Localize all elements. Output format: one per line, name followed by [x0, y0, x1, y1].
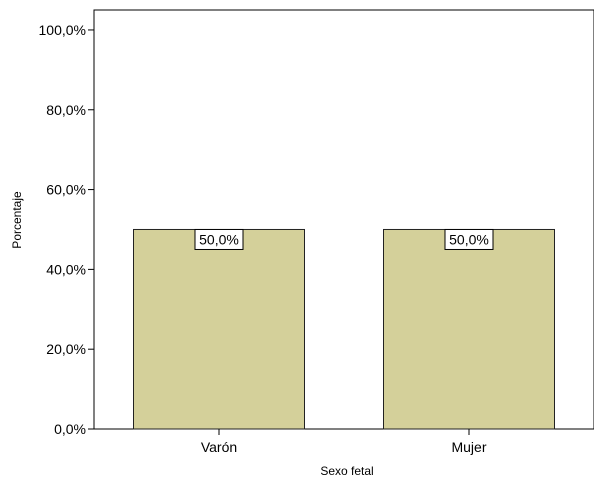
x-tick-label: Mujer: [451, 439, 486, 455]
y-axis-title: Porcentaje: [10, 191, 24, 249]
x-axis-title: Sexo fetal: [320, 464, 373, 478]
data-label-box: [194, 228, 244, 250]
y-tick-label: 100,0%: [39, 22, 86, 38]
y-axis: 0,0% 20,0% 40,0% 60,0% 80,0% 100,0%: [39, 22, 94, 437]
y-tick-label: 20,0%: [46, 341, 86, 357]
plot-frame: [93, 9, 594, 430]
x-tick-label: Varón: [201, 439, 237, 455]
data-label: 50,0%: [449, 231, 489, 247]
plot-border: [93, 9, 594, 430]
bar-mujer: [383, 228, 555, 430]
y-tick-label: 0,0%: [54, 421, 86, 437]
bar-varón: [133, 228, 305, 430]
data-label: 50,0%: [199, 231, 239, 247]
y-tick-label: 80,0%: [46, 102, 86, 118]
x-axis: Varón Mujer: [201, 429, 487, 455]
data-label-box: [444, 228, 494, 250]
y-tick-label: 40,0%: [46, 261, 86, 277]
bars: 50,0% 50,0%: [133, 228, 555, 430]
y-tick-label: 60,0%: [46, 182, 86, 198]
